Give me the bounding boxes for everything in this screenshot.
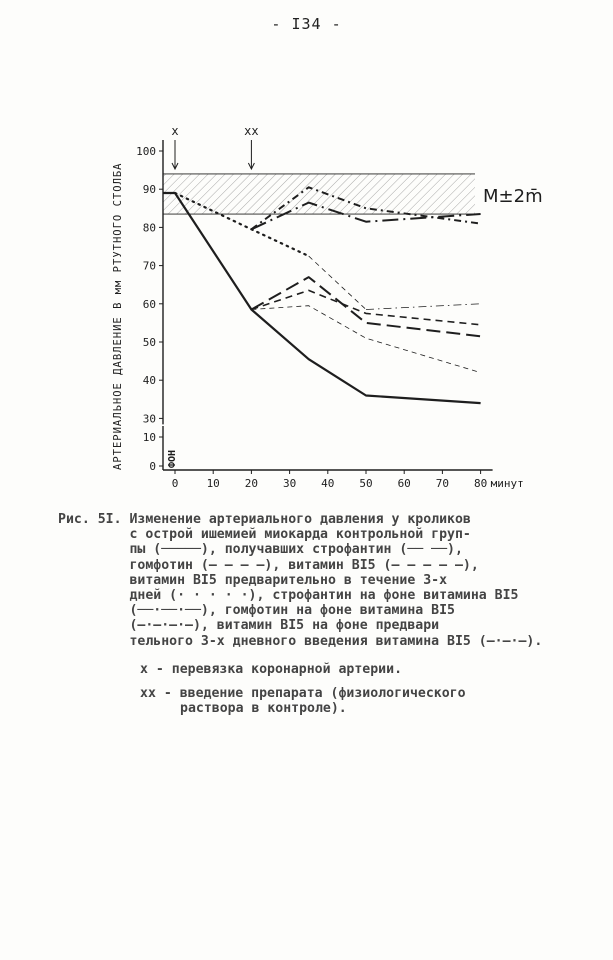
caption-line: с острой ишемией миокарда контрольной гр… bbox=[58, 527, 471, 543]
caption-line: (–·–·–·–), витамин BI5 на фоне предвари bbox=[58, 618, 440, 634]
y-tick-label: 90 bbox=[143, 183, 156, 196]
caption-line: (──·──·──), гомфотин на фоне витамина BI… bbox=[58, 603, 455, 619]
series-line-thin-dash bbox=[251, 305, 481, 373]
page-number: - I34 - bbox=[271, 15, 342, 33]
series-line-solid bbox=[163, 191, 481, 405]
caption-line: Рис. 5I. Изменение артериального давлени… bbox=[58, 512, 471, 527]
series-line-long-dash-dot bbox=[250, 201, 481, 231]
figure-notes: х - перевязка коронарной артерии. хх - в… bbox=[140, 662, 580, 717]
y-tick-label: 40 bbox=[143, 374, 156, 387]
y-tick-label: 100 bbox=[136, 145, 156, 158]
x-tick-label: 40 bbox=[321, 477, 334, 490]
y-tick-label: 30 bbox=[143, 412, 156, 425]
x-tick-label: 80 bbox=[474, 477, 487, 490]
series-line-long-dash bbox=[250, 276, 481, 338]
x-tick-label: 60 bbox=[398, 477, 411, 490]
x-tick-label: 50 bbox=[359, 477, 372, 490]
x-tick-label: 10 bbox=[207, 477, 220, 490]
x-axis-title: минут bbox=[491, 477, 524, 490]
x-tick-label: 70 bbox=[436, 477, 449, 490]
caption-line: гомфотин (– – – –), витамин BI5 (– – – –… bbox=[58, 557, 479, 573]
caption-line: пы (─────), получавших строфантин (── ──… bbox=[58, 542, 463, 558]
band-label: M±2m̄ bbox=[483, 186, 543, 207]
x-tick-label: 0 bbox=[172, 477, 179, 490]
figure-caption: Рис. 5I. Изменение артериального давлени… bbox=[58, 512, 578, 649]
y-tick-label: 10 bbox=[143, 431, 156, 444]
series-line-dash-dot bbox=[250, 186, 481, 231]
band-hatch bbox=[163, 173, 475, 215]
event-marker-arrowhead bbox=[247, 162, 255, 171]
series-line-thin-dash-dot bbox=[365, 303, 481, 310]
caption-line: витамин BI5 предварительно в течение 3-х bbox=[58, 572, 448, 588]
baseline-label: ФОН bbox=[167, 450, 178, 468]
series-line-dash bbox=[251, 289, 481, 326]
y-axis-title: АРТЕРИАЛЬНОЕ ДАВЛЕНИЕ В мм РТУТНОГО СТОЛ… bbox=[112, 162, 124, 470]
x-tick-label: 30 bbox=[283, 477, 296, 490]
y-tick-label: 50 bbox=[143, 336, 156, 349]
x-tick-label: 20 bbox=[245, 477, 258, 490]
note-drug-cont: раствора в контроле). bbox=[180, 701, 347, 716]
note-ligation: х - перевязка коронарной артерии. bbox=[140, 662, 403, 677]
series-line-thin-dash bbox=[308, 255, 367, 310]
caption-line: дней (· · · · ·), строфантин на фоне вит… bbox=[58, 588, 519, 604]
caption-line: тельного 3-х дневного введения витамина … bbox=[58, 633, 543, 649]
y-tick-label: 70 bbox=[143, 260, 156, 273]
y-tick-label: 80 bbox=[143, 221, 156, 234]
event-marker-label: x bbox=[171, 124, 178, 138]
note-drug: хх - введение препарата (физиологическог… bbox=[140, 685, 466, 701]
event-marker-arrowhead bbox=[171, 162, 179, 171]
y-tick-label: 60 bbox=[143, 298, 156, 311]
y-tick-label: 0 bbox=[149, 460, 156, 473]
event-marker-label: xx bbox=[244, 124, 258, 138]
